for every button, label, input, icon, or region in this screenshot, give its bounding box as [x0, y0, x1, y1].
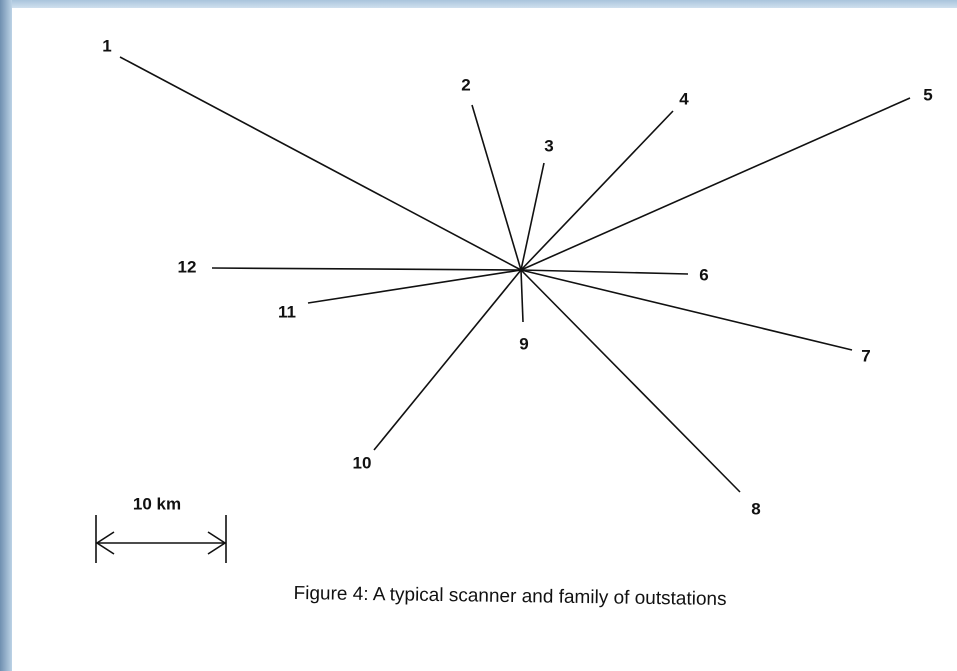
ray: [307, 269, 522, 304]
ray: [520, 97, 911, 271]
ray: [373, 269, 522, 451]
labels: 1 2 3 4 5 6 7 8 9 10 11 12: [102, 36, 932, 518]
ray: [119, 56, 522, 271]
node-label: 3: [544, 136, 553, 155]
node-label: 5: [923, 85, 932, 104]
rays: [119, 56, 911, 493]
node-label: 4: [679, 89, 689, 108]
node-label: 2: [461, 75, 470, 94]
ray: [520, 269, 853, 351]
top-border: [0, 0, 957, 8]
node-label: 9: [519, 334, 528, 353]
node-label: 12: [178, 257, 197, 276]
ray: [520, 110, 674, 271]
ray: [520, 269, 741, 493]
ray: [520, 162, 545, 271]
scale-label: 10 km: [133, 494, 181, 513]
arrowhead: [95, 531, 115, 555]
ray: [520, 269, 524, 323]
node-label: 11: [278, 302, 296, 321]
ray: [211, 267, 522, 271]
ray: [471, 104, 522, 271]
node-label: 8: [751, 499, 760, 518]
arrowhead: [207, 531, 227, 555]
node-label: 6: [699, 265, 708, 284]
left-border: [0, 0, 12, 671]
node-label: 7: [861, 346, 870, 365]
node-label: 10: [353, 453, 372, 472]
ray: [520, 269, 689, 275]
node-label: 1: [102, 36, 111, 55]
scale-bar: 10 km: [95, 494, 227, 563]
